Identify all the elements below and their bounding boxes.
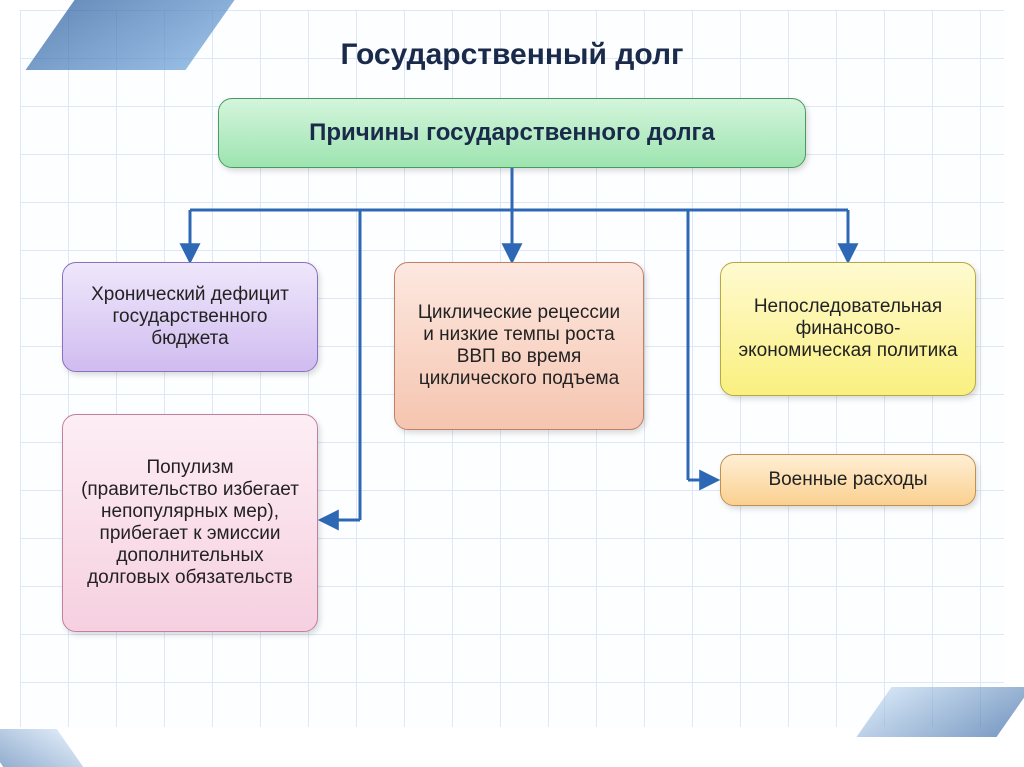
node-military-label: Военные расходы xyxy=(768,469,927,491)
node-deficit: Хронический дефицит государственного бюд… xyxy=(62,262,318,372)
node-recession: Циклические рецессии и низкие темпы рост… xyxy=(394,262,644,430)
node-populism-label: Популизм (правительство избегает непопул… xyxy=(79,457,301,589)
root-node: Причины государственного долга xyxy=(218,98,806,168)
root-node-label: Причины государственного долга xyxy=(309,119,715,147)
node-policy-label: Непоследовательная финансово-экономическ… xyxy=(737,296,959,362)
node-deficit-label: Хронический дефицит государственного бюд… xyxy=(79,284,301,350)
node-policy: Непоследовательная финансово-экономическ… xyxy=(720,262,976,396)
page-title: Государственный долг xyxy=(0,38,1024,72)
node-populism: Популизм (правительство избегает непопул… xyxy=(62,414,318,632)
node-military: Военные расходы xyxy=(720,454,976,506)
decoration-bottom-left xyxy=(0,729,83,767)
node-recession-label: Циклические рецессии и низкие темпы рост… xyxy=(411,302,627,390)
